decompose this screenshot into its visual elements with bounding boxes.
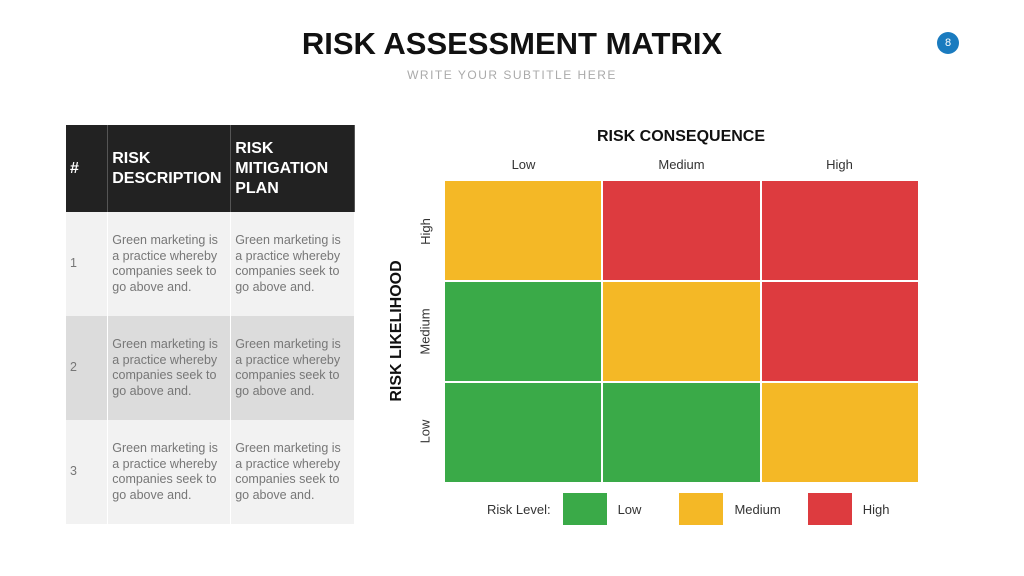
- page-subtitle: WRITE YOUR SUBTITLE HERE: [407, 68, 617, 82]
- header-num: #: [66, 125, 109, 212]
- matrix-cell-high: [603, 181, 760, 280]
- risk-matrix-grid: [445, 181, 918, 482]
- row-number: 2: [66, 316, 109, 420]
- row-label: Medium: [410, 281, 440, 381]
- column-label: High: [826, 157, 853, 172]
- mitigation-plan: Green marketing is a practice whereby co…: [230, 316, 355, 420]
- matrix-cell-low: [445, 282, 602, 381]
- risk-table: # RISK DESCRIPTION RISK MITIGATION PLAN …: [66, 125, 355, 524]
- matrix-cell-medium: [445, 181, 602, 280]
- row-label-text: High: [417, 217, 433, 245]
- legend-swatch-high: [807, 493, 852, 525]
- page-number-badge: 8: [937, 32, 959, 54]
- column-label: Medium: [658, 157, 705, 172]
- row-label-text: Low: [417, 419, 433, 443]
- matrix-cell-medium: [603, 282, 760, 381]
- risk-description: Green marketing is a practice whereby co…: [107, 212, 232, 316]
- table-row: 2 Green marketing is a practice whereby …: [66, 316, 355, 420]
- legend-item-label: Medium: [734, 501, 781, 517]
- risk-description: Green marketing is a practice whereby co…: [107, 316, 232, 420]
- table-row: 3 Green marketing is a practice whereby …: [66, 420, 355, 524]
- legend-item-label: High: [862, 501, 890, 517]
- row-label-text: Medium: [417, 307, 433, 355]
- row-number: 1: [66, 212, 109, 316]
- row-label: High: [410, 181, 440, 281]
- row-number: 3: [66, 420, 109, 524]
- row-label: Low: [410, 381, 440, 481]
- legend-item-label: Low: [617, 501, 642, 517]
- legend-swatch-medium: [679, 493, 724, 525]
- legend: Risk Level: Low Medium High: [487, 493, 889, 525]
- mitigation-plan: Green marketing is a practice whereby co…: [230, 212, 355, 316]
- page-title: RISK ASSESSMENT MATRIX: [301, 26, 723, 61]
- x-axis-title: RISK CONSEQUENCE: [597, 128, 766, 145]
- column-label: Low: [511, 157, 536, 172]
- table-row: 1 Green marketing is a practice whereby …: [66, 212, 355, 316]
- matrix-cell-low: [603, 383, 760, 482]
- risk-description: Green marketing is a practice whereby co…: [107, 420, 232, 524]
- mitigation-plan: Green marketing is a practice whereby co…: [230, 420, 355, 524]
- header-description: RISK DESCRIPTION: [107, 125, 232, 212]
- y-axis-title: RISK LIKELIHOOD: [388, 260, 405, 402]
- header-plan: RISK MITIGATION PLAN: [230, 125, 355, 212]
- legend-swatch-low: [562, 493, 607, 525]
- matrix-cell-low: [445, 383, 602, 482]
- matrix-cell-high: [761, 181, 918, 280]
- matrix-cell-high: [761, 282, 918, 381]
- matrix-cell-medium: [761, 383, 918, 482]
- legend-label: Risk Level:: [487, 501, 551, 517]
